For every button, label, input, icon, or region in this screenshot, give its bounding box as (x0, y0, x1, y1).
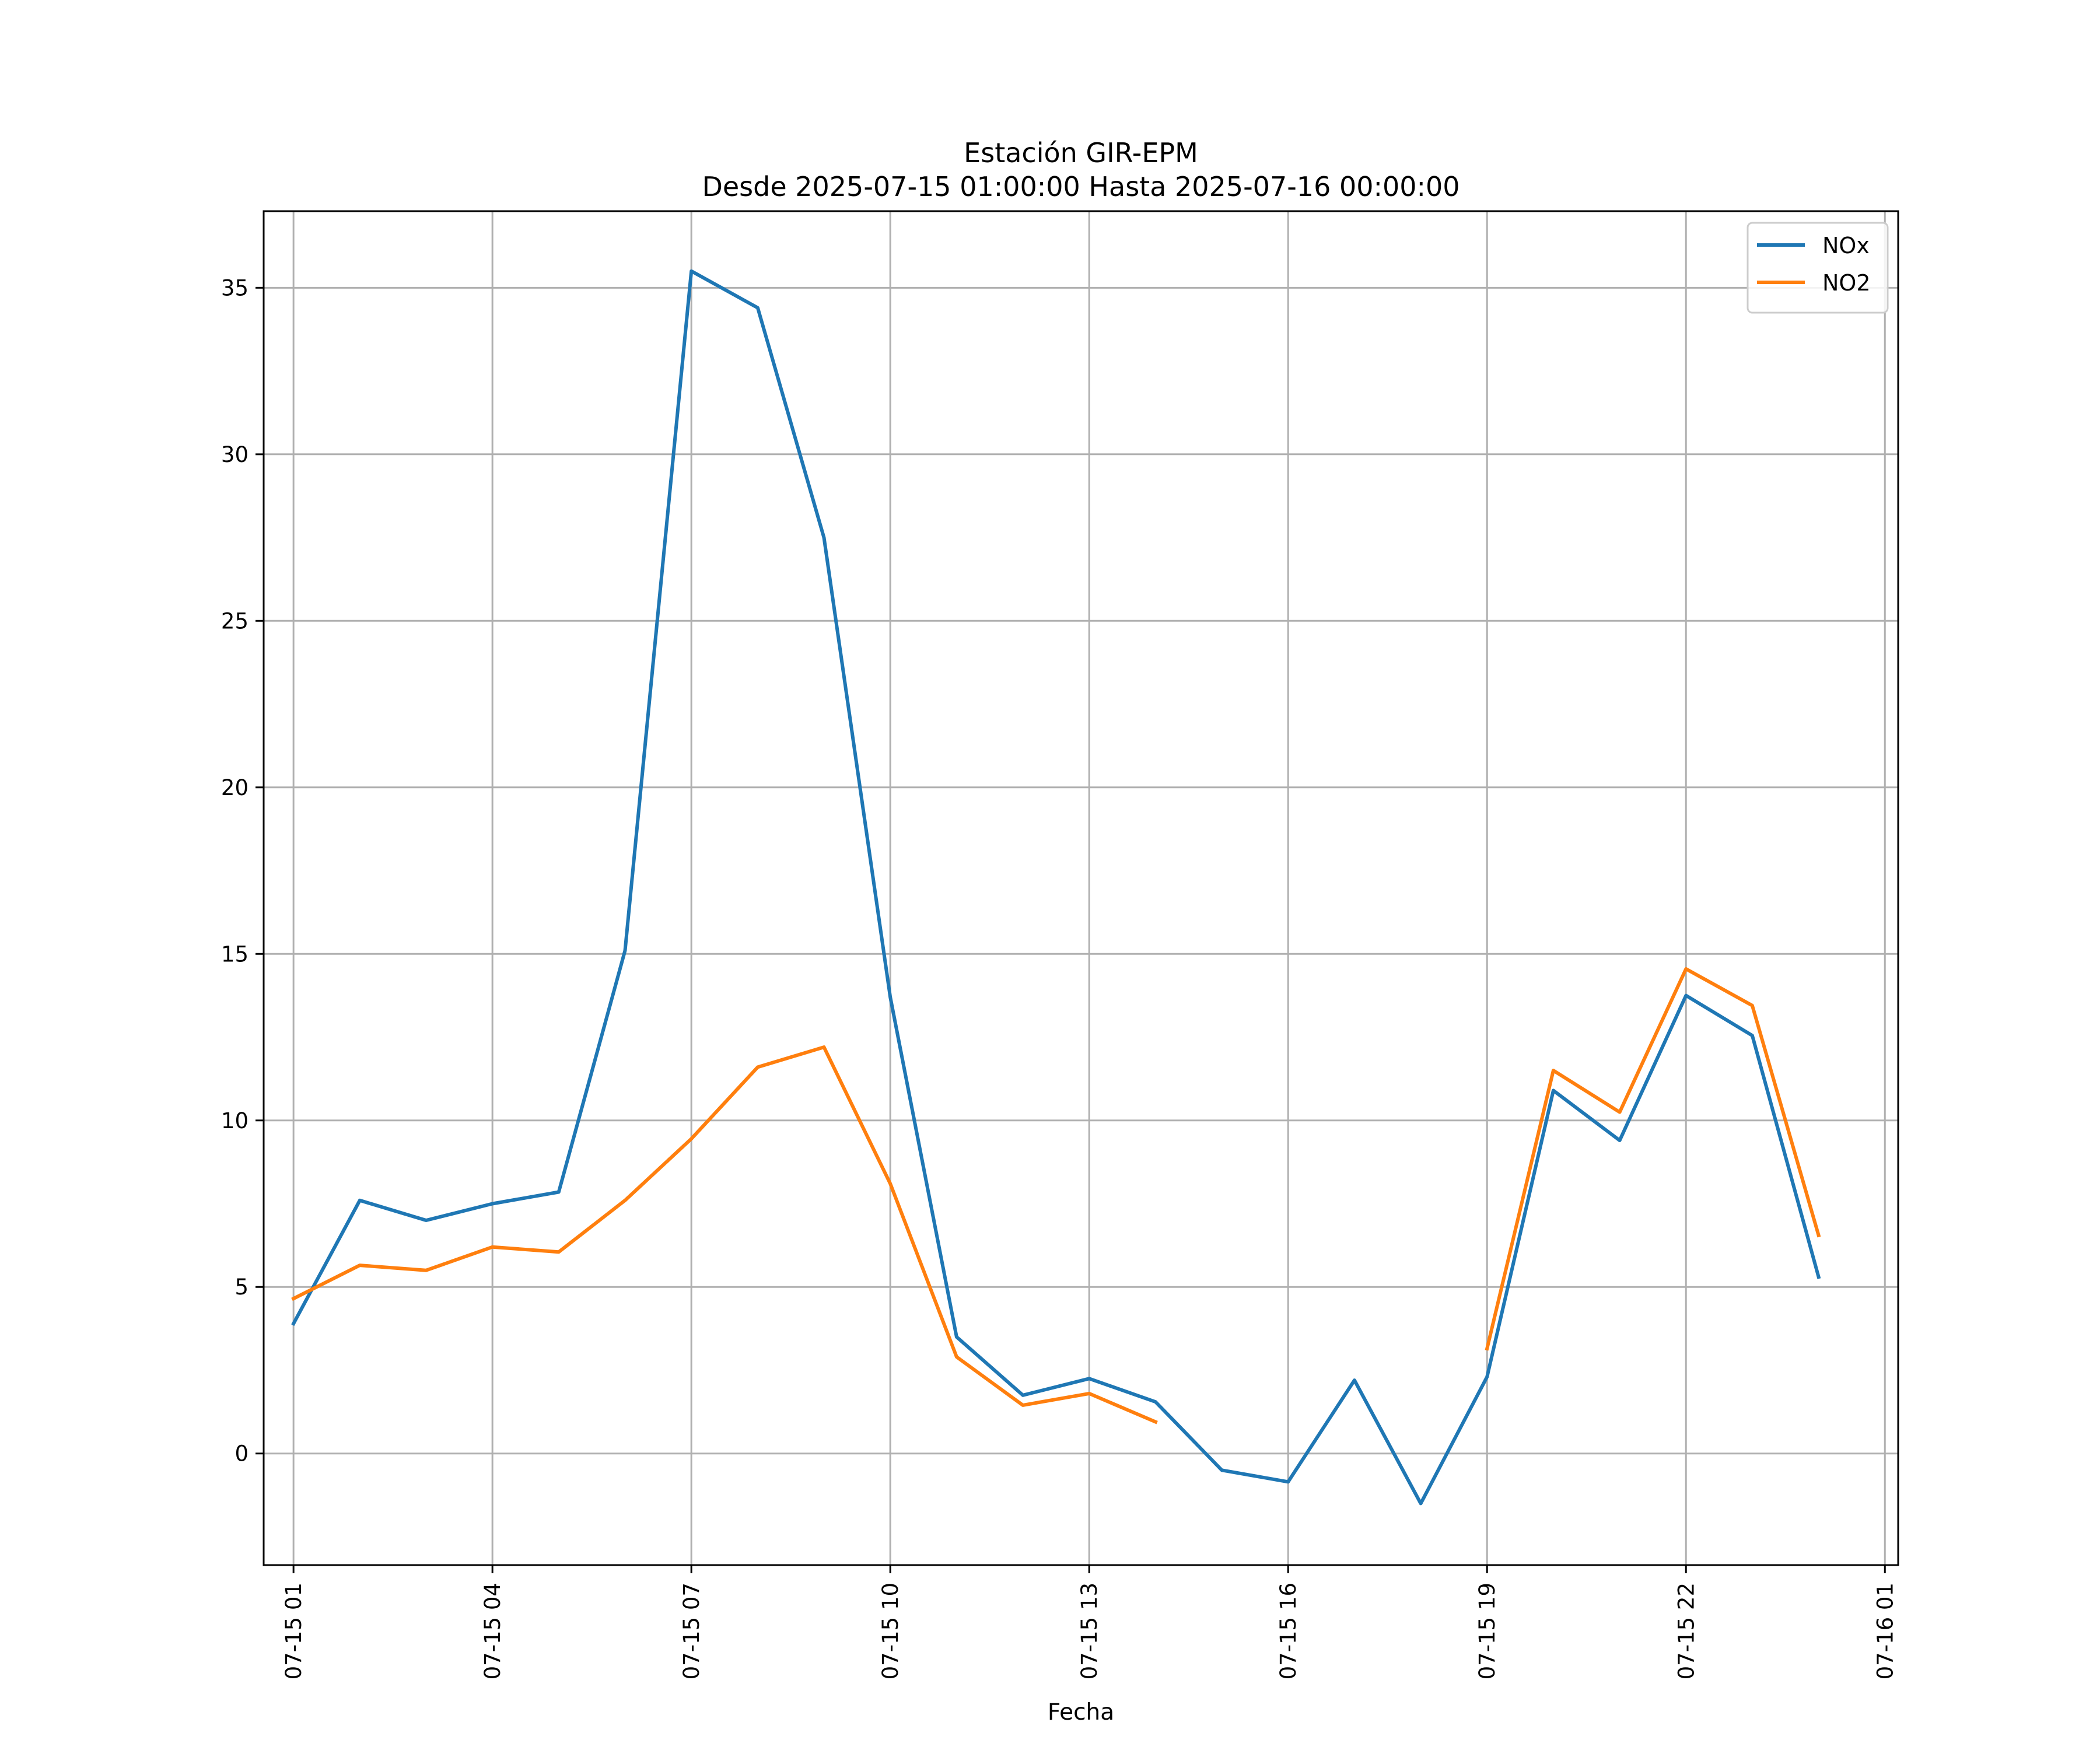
plot-area (262, 210, 1899, 1566)
x-tick-label: 07-15 22 (1674, 1583, 1699, 1679)
legend-item-nox[interactable]: NOx (1757, 233, 1870, 258)
plot-background (264, 211, 1898, 1565)
series-line-no2 (291, 967, 1821, 1424)
legend[interactable]: NOx NO2 (1746, 222, 1889, 314)
x-tick-label: 07-15 07 (679, 1583, 704, 1679)
chart-title-line-1: Estación GIR-EPM (964, 137, 1198, 169)
x-axis: 07-15 01 07-15 04 07-15 07 07-15 10 07-15 13… (281, 1565, 1898, 1679)
y-tick-label: 5 (235, 1275, 249, 1300)
y-axis: 0 5 10 15 20 25 30 35 (221, 275, 264, 1466)
x-tick-label: 07-15 16 (1276, 1583, 1301, 1679)
axes-frame (262, 210, 1899, 1566)
y-tick-label: 35 (221, 275, 249, 300)
y-tick-label: 20 (221, 775, 249, 800)
series-nox (291, 269, 1821, 1506)
series-no2 (291, 967, 1821, 1424)
legend-label: NOx (1822, 233, 1870, 258)
x-tick-label: 07-15 13 (1077, 1583, 1102, 1679)
x-tick-label: 07-15 01 (281, 1583, 306, 1679)
series-lines (291, 269, 1821, 1506)
y-tick-label: 15 (221, 942, 249, 967)
x-axis-label: Fecha (1048, 1699, 1114, 1726)
chart-title-line-2: Desde 2025-07-15 01:00:00 Hasta 2025-07-… (702, 171, 1460, 202)
y-tick-label: 0 (235, 1441, 249, 1466)
y-tick-label: 25 (221, 608, 249, 634)
grid (264, 211, 1898, 1565)
y-tick-label: 30 (221, 442, 249, 467)
x-tick-label: 07-15 10 (878, 1583, 903, 1679)
y-tick-label: 10 (221, 1108, 249, 1133)
legend-item-no2[interactable]: NO2 (1757, 270, 1871, 296)
x-tick-label: 07-15 19 (1475, 1583, 1500, 1679)
x-tick-label: 07-16 01 (1873, 1583, 1898, 1679)
legend-label: NO2 (1822, 270, 1871, 296)
series-line-nox (291, 269, 1821, 1506)
x-tick-label: 07-15 04 (480, 1583, 505, 1679)
